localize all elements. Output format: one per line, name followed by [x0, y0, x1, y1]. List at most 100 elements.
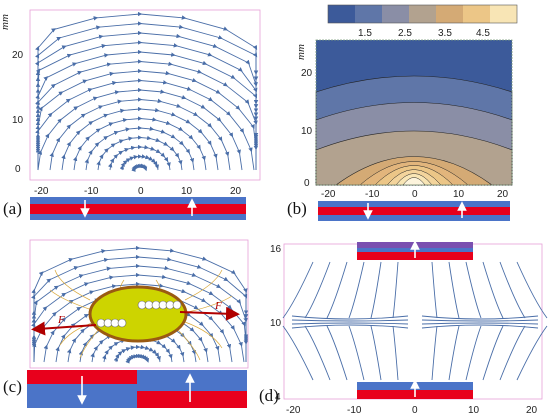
panel-d-y-tick-0: 4: [275, 392, 281, 403]
panel-b-x-tick-4: 20: [497, 189, 509, 200]
streamline: [31, 245, 249, 362]
panel-b-contour-plot: [315, 39, 513, 186]
streamline: [119, 154, 160, 171]
streamline: [448, 325, 460, 381]
streamline: [72, 116, 207, 171]
panel-b-y-unit: mm: [295, 44, 307, 60]
panel-d-x-tick-0: -20: [286, 405, 301, 416]
streamline: [482, 261, 504, 319]
streamline: [35, 59, 259, 170]
panel-b-x-tick-0: -20: [321, 189, 336, 200]
streamline: [37, 87, 243, 171]
panel-a-x-tick-1: -10: [84, 186, 99, 197]
streamline: [516, 325, 548, 381]
panel-d-x-tick-3: 10: [468, 405, 480, 416]
streamline: [125, 353, 150, 364]
panel-b-y-tick-0: 0: [304, 178, 310, 189]
panel-d-x-tick-4: 20: [526, 405, 538, 416]
panel-d-top-magnet: [357, 240, 473, 260]
streamline: [392, 261, 399, 319]
streamline: [348, 325, 365, 381]
streamline: [113, 344, 161, 363]
panel-b-colorbar: 1.5 2.5 3.5 4.5: [327, 4, 518, 39]
panel-a-y-tick-2: 20: [12, 50, 24, 61]
panel-d: 4 10 16 -20 -10 0 10 20 (d): [259, 240, 548, 416]
panel-a-y-tick-0: 0: [15, 164, 21, 175]
panel-a-y-unit: mm: [0, 14, 11, 30]
panel-b-y-tick-1: 10: [301, 126, 313, 137]
streamline: [499, 325, 526, 381]
panel-d-x-tick-1: -10: [347, 405, 362, 416]
streamline: [35, 68, 259, 170]
force-label-right: F: [214, 300, 222, 312]
panel-d-streamlines: [282, 261, 548, 381]
streamline: [304, 325, 331, 381]
particle-chain: [96, 300, 182, 328]
panel-b-y-tick-2: 20: [301, 68, 313, 79]
streamline: [465, 325, 482, 381]
force-arrow-left: [31, 321, 97, 336]
streamline: [108, 144, 171, 171]
particle-ellipse: [88, 285, 188, 343]
panel-a: mm 0 10 20 -20 -10 0 10 20 (a): [0, 9, 261, 220]
streamline: [421, 324, 539, 329]
panel-a-x-tick-3: 10: [181, 186, 193, 197]
streamline: [291, 315, 409, 320]
streamline: [516, 261, 548, 319]
panel-d-y-tick-1: 10: [270, 318, 282, 329]
colorbar-tick-1: 2.5: [398, 28, 412, 39]
streamline: [421, 322, 539, 325]
panel-d-label: (d): [259, 386, 279, 405]
streamline: [84, 125, 195, 171]
streamline: [35, 40, 259, 170]
streamline: [326, 325, 348, 381]
panel-c-label: (c): [3, 377, 22, 396]
panel-b-x-tick-1: -10: [365, 189, 380, 200]
panel-d-bottom-magnet: [357, 379, 473, 399]
panel-a-label: (a): [3, 199, 22, 218]
streamline: [291, 322, 409, 325]
panel-a-y-tick-1: 10: [12, 115, 24, 126]
streamline: [431, 261, 438, 319]
panel-b-x-tick-3: 10: [453, 189, 465, 200]
panel-a-magnet: [30, 197, 246, 220]
force-label-left: F: [57, 314, 65, 326]
panel-b: 1.5 2.5 3.5 4.5 mm 0 10 20 -20 -10 0 10 …: [287, 4, 518, 221]
streamline: [131, 163, 148, 172]
streamline: [421, 319, 539, 322]
streamline: [291, 324, 409, 329]
streamline: [304, 261, 331, 319]
streamline: [282, 325, 314, 381]
panel-b-label: (b): [287, 199, 307, 218]
colorbar-tick-2: 3.5: [438, 28, 452, 39]
panel-d-x-tick-2: 0: [412, 405, 418, 416]
streamline: [421, 315, 539, 320]
streamline: [35, 49, 259, 170]
streamline: [35, 11, 259, 170]
streamline: [431, 325, 438, 381]
panel-d-frame: [283, 243, 543, 400]
streamline: [282, 261, 314, 319]
panel-a-streamlines: [34, 11, 259, 172]
panel-b-x-tick-2: 0: [412, 189, 418, 200]
streamline: [291, 319, 409, 322]
panel-c: F F (c): [3, 239, 249, 408]
panel-a-frame: [29, 9, 261, 181]
streamline: [448, 261, 460, 319]
streamline: [370, 261, 382, 319]
colorbar-tick-0: 1.5: [358, 28, 372, 39]
force-arrow-right: [179, 306, 240, 321]
streamline: [326, 261, 348, 319]
colorbar-tick-3: 4.5: [476, 28, 490, 39]
panel-c-magnet: [27, 370, 247, 408]
streamline: [482, 325, 504, 381]
streamline: [370, 325, 382, 381]
particle-cluster: F F: [31, 269, 240, 361]
panel-a-x-tick-4: 20: [230, 186, 242, 197]
panel-b-magnet: [318, 201, 510, 221]
streamline: [392, 325, 399, 381]
panel-d-y-tick-2: 16: [270, 244, 282, 255]
panel-a-x-tick-0: -20: [34, 186, 49, 197]
streamline: [34, 30, 259, 170]
